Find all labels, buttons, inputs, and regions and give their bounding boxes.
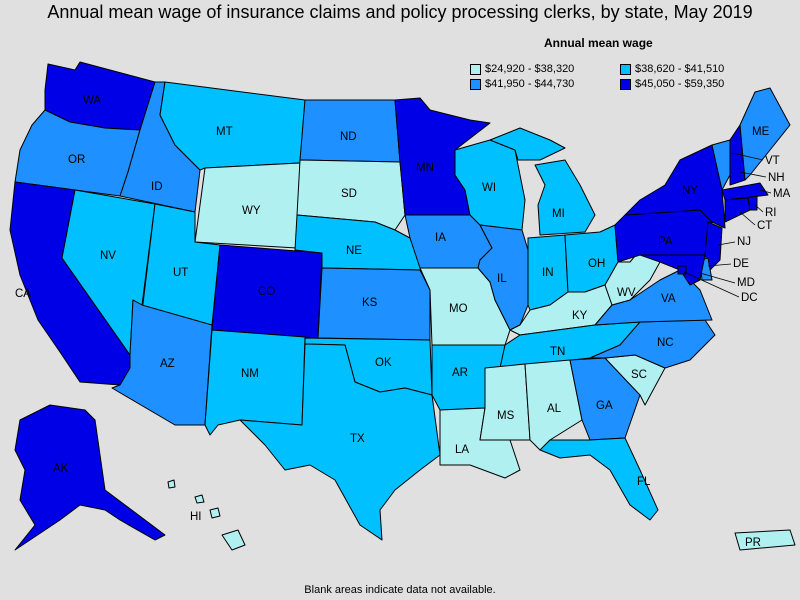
label-WA: WA [83, 95, 101, 107]
label-FL: FL [637, 476, 651, 488]
label-TN: TN [550, 346, 565, 358]
leader-RI [754, 204, 764, 213]
state-CT[interactable] [724, 197, 751, 223]
label-MN: MN [416, 162, 434, 174]
label-KS: KS [362, 297, 378, 309]
state-MA[interactable] [721, 182, 769, 201]
state-MI-upper[interactable] [489, 127, 566, 161]
legend-swatch-3 [470, 78, 481, 90]
label-ID: ID [151, 181, 163, 193]
state-IL[interactable] [477, 224, 529, 331]
label-SD: SD [341, 188, 357, 200]
label-RI: RI [765, 207, 777, 219]
label-NM: NM [241, 368, 259, 380]
label-CO: CO [258, 286, 275, 298]
label-IA: IA [435, 232, 446, 244]
legend-label-1: $24,920 - $38,320 [485, 63, 575, 75]
leader-MD [699, 272, 736, 284]
leader-VT [731, 152, 764, 161]
label-MO: MO [449, 303, 468, 315]
legend-items: $24,920 - $38,320 $38,620 - $41,510 $41,… [470, 62, 770, 91]
state-ME[interactable] [739, 87, 791, 181]
label-TX: TX [350, 433, 365, 445]
state-MS[interactable] [479, 363, 531, 441]
legend-swatch-4 [620, 78, 631, 90]
state-MI[interactable] [534, 159, 596, 236]
label-MA: MA [773, 188, 791, 200]
legend-title: Annual mean wage [544, 36, 653, 50]
label-NV: NV [100, 250, 116, 262]
label-AL: AL [547, 403, 562, 415]
label-HI: HI [190, 511, 202, 523]
label-WI: WI [482, 182, 496, 194]
map-title: Annual mean wage of insurance claims and… [47, 2, 753, 22]
label-NJ: NJ [737, 236, 751, 248]
state-TX[interactable] [239, 343, 441, 541]
label-AZ: AZ [160, 358, 175, 370]
state-labels: WA OR CA ID NV MT WY UT CO AZ NM ND SD N… [15, 95, 791, 549]
label-SC: SC [631, 369, 647, 381]
legend-label-3: $41,950 - $44,730 [485, 78, 575, 90]
label-MD: MD [737, 277, 755, 289]
label-ND: ND [340, 131, 357, 143]
label-VA: VA [661, 293, 676, 305]
label-IN: IN [542, 267, 554, 279]
legend-item-3: $41,950 - $44,730 [470, 77, 620, 91]
legend-swatch-2 [620, 63, 631, 75]
label-DC: DC [741, 292, 758, 304]
label-AK: AK [53, 463, 69, 475]
label-KY: KY [572, 310, 588, 322]
leader-NJ [717, 241, 736, 246]
label-MI: MI [552, 208, 565, 220]
label-MS: MS [497, 410, 515, 422]
label-OH: OH [588, 258, 605, 270]
state-NM[interactable] [204, 329, 306, 436]
label-DE: DE [733, 258, 749, 270]
label-WY: WY [242, 205, 261, 217]
label-LA: LA [455, 444, 469, 456]
state-FL[interactable] [539, 437, 659, 521]
state-NC[interactable] [589, 319, 716, 369]
label-PR: PR [745, 537, 761, 549]
state-MD[interactable] [639, 254, 706, 286]
leader-DC [683, 271, 740, 298]
state-PR[interactable] [734, 529, 796, 551]
label-NE: NE [346, 245, 362, 257]
legend-item-2: $38,620 - $41,510 [620, 62, 770, 76]
label-NY: NY [682, 185, 698, 197]
label-GA: GA [596, 400, 613, 412]
legend-item-4: $45,050 - $59,350 [620, 77, 770, 91]
leader-CT [739, 211, 756, 226]
label-NC: NC [657, 337, 674, 349]
label-WV: WV [617, 287, 636, 299]
label-UT: UT [173, 267, 188, 279]
label-ME: ME [752, 126, 770, 138]
label-CA: CA [15, 288, 31, 300]
state-AK[interactable] [14, 404, 166, 551]
legend-swatch-1 [470, 63, 481, 75]
label-CT: CT [757, 220, 772, 232]
legend-item-1: $24,920 - $38,320 [470, 62, 620, 76]
legend-label-2: $38,620 - $41,510 [635, 63, 725, 75]
leader-lines [683, 152, 772, 298]
leader-NH [739, 171, 767, 178]
label-IL: IL [497, 273, 507, 285]
legend-label-4: $45,050 - $59,350 [635, 78, 725, 90]
leader-MA [759, 189, 772, 194]
label-MT: MT [216, 126, 233, 138]
label-PA: PA [658, 236, 673, 248]
leader-DE [707, 263, 732, 267]
label-OK: OK [375, 357, 392, 369]
label-AR: AR [452, 367, 468, 379]
label-OR: OR [68, 154, 85, 166]
legend: Annual mean wage $24,920 - $38,320 $38,6… [470, 36, 770, 91]
state-HI[interactable] [167, 479, 246, 551]
state-KS[interactable] [317, 267, 431, 341]
label-VT: VT [765, 155, 780, 167]
label-NH: NH [768, 172, 785, 184]
footnote: Blank areas indicate data not available. [304, 584, 496, 596]
